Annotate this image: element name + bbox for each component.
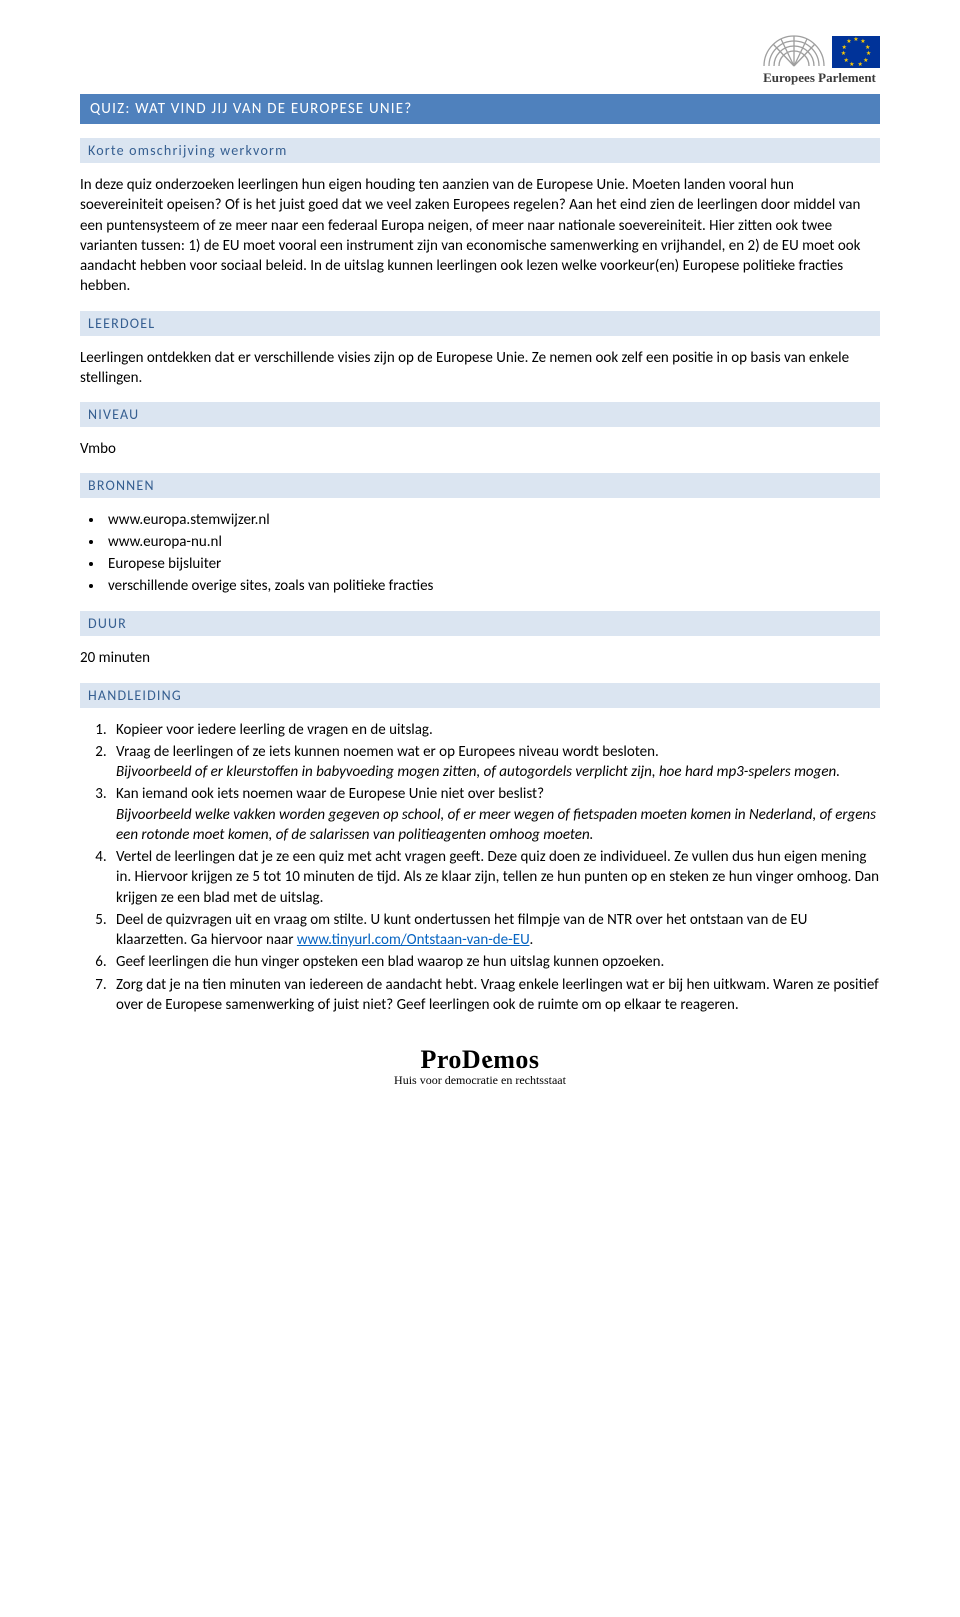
section-heading-handleiding: HANDLEIDING — [80, 683, 880, 708]
bronnen-item: Europese bijsluiter — [104, 554, 880, 576]
handleiding-step: Deel de quizvragen uit en vraag om stilt… — [110, 910, 880, 951]
handleiding-step: Geef leerlingen die hun vinger opsteken … — [110, 952, 880, 972]
step-text: Kan iemand ook iets noemen waar de Europ… — [116, 785, 544, 803]
ontstaan-eu-link[interactable]: www.tinyurl.com/Ontstaan-van-de-EU — [297, 931, 530, 949]
prodemos-tagline: Huis voor democratie en rechtsstaat — [80, 1073, 880, 1088]
niveau-body: Vmbo — [80, 439, 880, 459]
korte-body: In deze quiz onderzoeken leerlingen hun … — [80, 175, 880, 297]
step-text: Zorg dat je na tien minuten van iedereen… — [116, 976, 879, 1014]
europees-parlement-logo: ★ ★ ★ ★ ★ ★ ★ ★ ★ ★ ★ ★ Europees Pa — [759, 30, 880, 86]
bronnen-item: www.europa-nu.nl — [104, 532, 880, 554]
leerdoel-body: Leerlingen ontdekken dat er verschillend… — [80, 348, 880, 389]
step-text: Kopieer voor iedere leerling de vragen e… — [116, 721, 433, 739]
handleiding-step: Vertel de leerlingen dat je ze een quiz … — [110, 847, 880, 908]
duur-body: 20 minuten — [80, 648, 880, 668]
ep-logo-text: Europees Parlement — [763, 70, 876, 86]
step-text: Vraag de leerlingen of ze iets kunnen no… — [116, 743, 659, 761]
prodemos-name: ProDemos — [80, 1045, 880, 1075]
hemicycle-icon — [759, 30, 829, 68]
header-logo-area: ★ ★ ★ ★ ★ ★ ★ ★ ★ ★ ★ ★ Europees Pa — [80, 30, 880, 86]
ep-logo-graphic: ★ ★ ★ ★ ★ ★ ★ ★ ★ ★ ★ ★ — [759, 30, 880, 68]
section-heading-niveau: NIVEAU — [80, 402, 880, 427]
handleiding-step: Kan iemand ook iets noemen waar de Europ… — [110, 784, 880, 845]
bronnen-item: verschillende overige sites, zoals van p… — [104, 576, 880, 598]
eu-flag-icon: ★ ★ ★ ★ ★ ★ ★ ★ ★ ★ ★ ★ — [832, 36, 880, 68]
prodemos-post: mos — [493, 1045, 539, 1074]
step-example: Bijvoorbeeld of er kleurstoffen in babyv… — [116, 763, 840, 781]
section-heading-leerdoel: LEERDOEL — [80, 311, 880, 336]
handleiding-step: Vraag de leerlingen of ze iets kunnen no… — [110, 742, 880, 783]
section-heading-bronnen: BRONNEN — [80, 473, 880, 498]
bronnen-list: www.europa.stemwijzer.nl www.europa-nu.n… — [80, 510, 880, 597]
prodemos-pre: ProD — [420, 1045, 481, 1074]
page-title: QUIZ: WAT VIND JIJ VAN DE EUROPESE UNIE? — [80, 94, 880, 124]
handleiding-step: Zorg dat je na tien minuten van iedereen… — [110, 975, 880, 1016]
step-example: Bijvoorbeeld welke vakken worden gegeven… — [116, 806, 876, 844]
step-text: Vertel de leerlingen dat je ze een quiz … — [116, 848, 879, 907]
step-text-post: . — [529, 931, 533, 949]
section-heading-korte: Korte omschrijving werkvorm — [80, 138, 880, 163]
handleiding-step: Kopieer voor iedere leerling de vragen e… — [110, 720, 880, 740]
bronnen-item: www.europa.stemwijzer.nl — [104, 510, 880, 532]
step-text: Geef leerlingen die hun vinger opsteken … — [116, 953, 664, 971]
section-heading-duur: DUUR — [80, 611, 880, 636]
footer-logo: ProDemos Huis voor democratie en rechtss… — [80, 1045, 880, 1088]
document-page: ★ ★ ★ ★ ★ ★ ★ ★ ★ ★ ★ ★ Europees Pa — [0, 0, 960, 1098]
handleiding-list: Kopieer voor iedere leerling de vragen e… — [80, 720, 880, 1016]
